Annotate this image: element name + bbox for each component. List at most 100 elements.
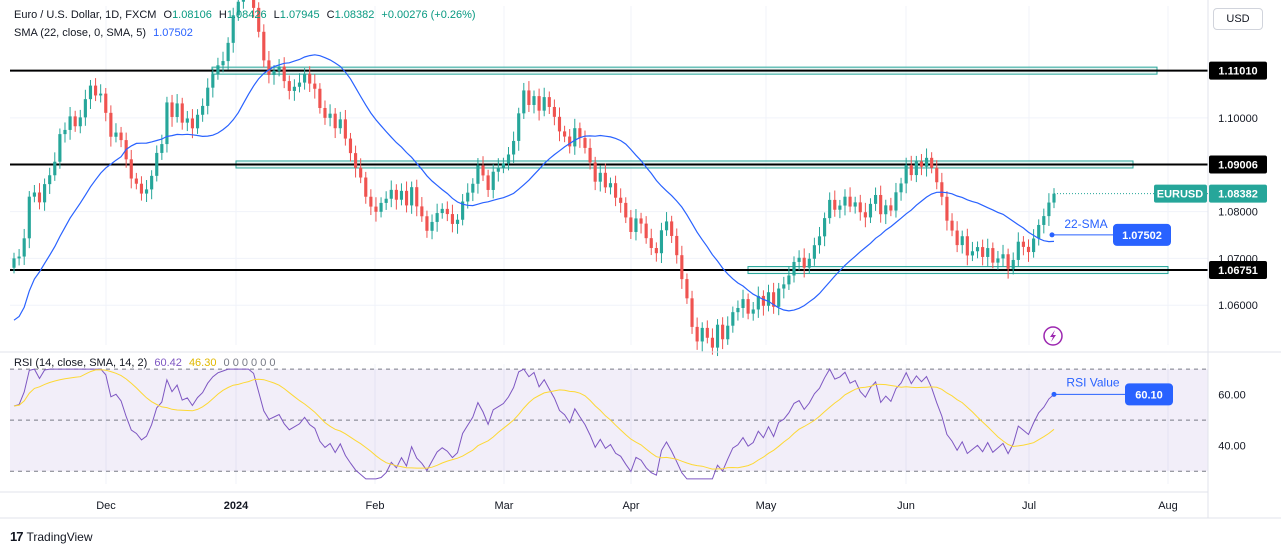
candle <box>807 253 811 274</box>
candle <box>710 328 715 355</box>
candle-body <box>838 205 842 210</box>
candle <box>573 118 577 155</box>
candle-body <box>975 247 980 252</box>
level-badge-label: 1.09006 <box>1218 159 1258 171</box>
candle <box>425 210 429 238</box>
candle <box>649 228 653 256</box>
candle <box>552 99 556 126</box>
candle <box>858 194 862 221</box>
candle-body <box>639 218 643 224</box>
candle-body <box>777 288 781 307</box>
candle <box>93 78 98 102</box>
price-badge-label: 1.08382 <box>1218 189 1258 201</box>
candle-body <box>751 309 755 314</box>
rsi-legend[interactable]: RSI (14, close, SMA, 14, 2) 60.42 46.30 … <box>14 357 280 369</box>
candle <box>206 78 210 115</box>
candle <box>619 188 623 213</box>
candle-body <box>782 284 786 289</box>
candle-body <box>185 118 189 123</box>
candle-body <box>262 31 266 61</box>
candle <box>384 191 388 210</box>
candle <box>180 97 184 130</box>
rsi-badge-label: 60.10 <box>1135 389 1163 401</box>
candle <box>445 201 449 222</box>
candle-body <box>226 42 230 62</box>
candle-body <box>823 218 827 237</box>
candle-body <box>12 258 16 268</box>
candle <box>1011 252 1015 275</box>
candle-body <box>257 7 261 32</box>
candle <box>185 110 189 132</box>
candle <box>175 94 179 123</box>
x-tick-label: May <box>756 500 777 512</box>
candle <box>598 165 602 192</box>
candle <box>1032 229 1036 258</box>
candle <box>455 214 460 234</box>
candle-body <box>512 140 516 155</box>
candle-body <box>955 230 959 246</box>
candle-body <box>109 112 113 137</box>
candle-body <box>634 218 638 232</box>
candle-body <box>537 96 541 111</box>
symbol-legend[interactable]: Euro / U.S. Dollar, 1D, FXCM O1.08106 H1… <box>14 9 480 21</box>
currency-button[interactable]: USD <box>1213 8 1263 30</box>
x-tick-label: Mar <box>495 500 514 512</box>
candle-body <box>48 175 52 185</box>
candle <box>134 172 138 190</box>
rsi-sma-value: 46.30 <box>188 357 217 369</box>
candle-body <box>313 83 317 89</box>
candle-body <box>160 144 164 153</box>
candle-body <box>940 182 944 197</box>
candle <box>506 146 511 171</box>
candle <box>461 194 465 226</box>
candle-body <box>919 161 924 167</box>
open-label: O <box>163 9 173 21</box>
candle <box>481 156 485 182</box>
candle-body <box>43 184 47 203</box>
sma-annotation-text: 22-SMA <box>1064 217 1107 231</box>
candle-body <box>150 175 154 190</box>
candle <box>899 177 903 201</box>
sma-legend[interactable]: SMA (22, close, 0, SMA, 5) 1.07502 <box>14 27 197 39</box>
candle <box>1052 188 1056 209</box>
x-tick-label: Dec <box>96 500 116 512</box>
candle <box>119 126 123 148</box>
candle-body <box>53 161 57 176</box>
candle <box>700 322 704 352</box>
candle <box>486 169 490 197</box>
candle <box>680 245 684 289</box>
rsi-pane <box>10 368 1208 480</box>
candle <box>1006 248 1010 279</box>
candle-body <box>481 165 485 176</box>
candle <box>945 191 949 231</box>
candle-body <box>461 201 465 220</box>
candle-body <box>88 85 93 100</box>
tradingview-logo[interactable]: 17 TradingView <box>10 529 93 544</box>
candle-body <box>654 248 658 254</box>
candle <box>221 51 225 73</box>
candle <box>12 252 16 274</box>
candle <box>537 88 541 121</box>
candle <box>787 266 791 290</box>
candle-body <box>175 103 179 117</box>
candle <box>583 130 587 154</box>
candle-body <box>195 114 200 129</box>
symbol-title: Euro / U.S. Dollar, 1D, FXCM <box>14 9 157 21</box>
candle-body <box>129 159 133 179</box>
candle <box>501 157 505 174</box>
candle-body <box>231 15 235 43</box>
candle-body <box>1037 224 1041 239</box>
level-badge <box>1209 155 1267 174</box>
candle-body <box>909 165 913 176</box>
candle-body <box>930 157 934 168</box>
sma-badge-label: 1.07502 <box>1122 230 1162 242</box>
candle <box>986 238 990 267</box>
candle <box>1026 239 1031 262</box>
candle-body <box>863 212 867 218</box>
candle-body <box>287 81 291 91</box>
sma-line-path <box>13 54 1055 321</box>
candle-body <box>1011 259 1015 269</box>
candle <box>58 128 62 169</box>
candle <box>226 37 230 70</box>
